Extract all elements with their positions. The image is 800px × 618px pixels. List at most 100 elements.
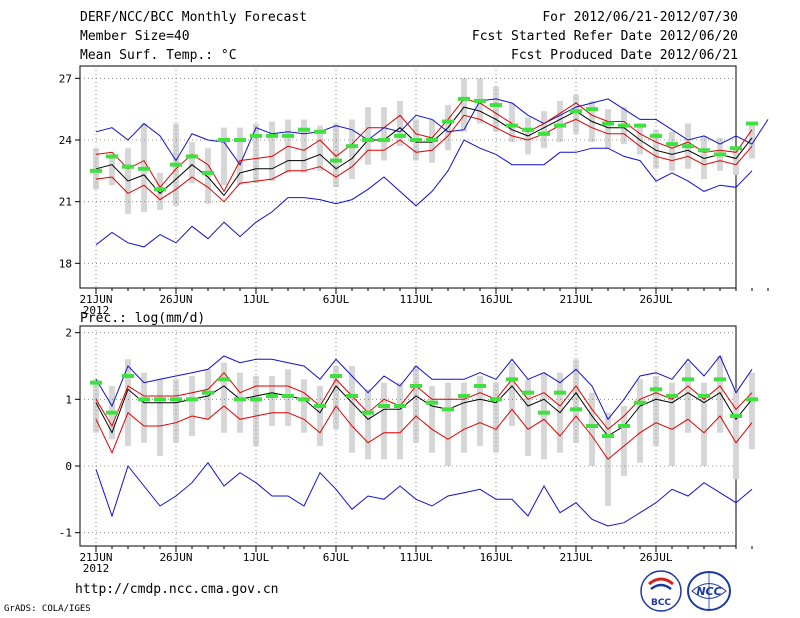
temp-spread-bar [557,100,563,143]
temp-x-tick-label: 26JUN [159,293,192,306]
source-url: http://cmdp.ncc.cma.gov.cn [75,582,279,597]
temp-spread-bar [653,129,659,169]
temp-series-upper [95,98,753,193]
temp-spread-bar [333,123,339,188]
prec-spread-bar [333,366,339,430]
temp-x-tick-label: 21JUN [79,293,112,306]
prec-control-marker [106,410,118,415]
prec-control-marker [618,424,630,428]
prec-control-marker [490,397,502,402]
prec-spread-bar [717,356,723,433]
ncc-logo-text: NCC [696,585,721,598]
temp-control-marker [474,98,486,103]
prec-y-tick-label: -1 [59,527,72,540]
temp-control-marker [746,121,758,126]
temp-control-marker [362,138,374,142]
prec-spread-bar [541,372,547,460]
temp-spread-bar [669,131,675,171]
temp-control-marker [122,164,134,169]
prec-x-tick-label: 1JUL [243,551,270,564]
temp-control-marker [426,138,438,142]
temp-control-marker [170,162,182,167]
temp-x-tick-label: 6JUL [323,293,350,306]
prec-control-marker [234,397,246,402]
prec-control-marker [314,404,326,408]
prec-spread-bar [749,372,755,450]
temp-control-marker [346,144,358,149]
prec-spread-bar [637,379,643,463]
prec-series-min [95,461,753,527]
temp-spread-bar [349,119,355,180]
temp-control-marker [394,133,406,138]
temp-control-marker [314,129,326,134]
temp-control-marker [266,133,278,138]
temp-spread-bar [605,109,611,149]
prec-control-marker [714,377,726,382]
temp-control-marker [218,138,230,142]
prec-control-marker [730,414,742,418]
temp-y-tick-label: 24 [59,134,73,147]
prec-spread-bar [221,362,227,433]
temp-control-marker [154,187,166,192]
prec-year-label: 2012 [83,562,110,575]
prec-spread-bar [685,362,691,433]
temp-control-marker [698,148,710,153]
prec-control-marker [154,397,166,402]
temp-control-marker [538,131,550,136]
temp-control-marker [618,123,630,128]
temp-control-marker [458,96,470,101]
prec-control-marker [378,404,390,408]
temp-spread-bar [733,148,739,175]
prec-control-marker [138,397,150,402]
variable-label: Mean Surf. Temp.: °C [80,48,237,63]
temp-control-marker [602,121,614,126]
temp-control-marker [186,154,198,159]
prec-control-marker [410,384,422,388]
prec-control-marker [602,434,614,438]
temp-y-tick-label: 21 [59,196,72,209]
temp-control-marker [666,142,678,147]
prec-y-tick-label: 2 [65,327,72,340]
prec-control-marker [586,424,598,428]
prec-control-marker [746,397,758,402]
temp-spread-bar [269,121,275,182]
temp-series-lower [95,114,753,203]
prec-spread-bar [445,382,451,466]
prec-control-marker [682,377,694,382]
prec-x-tick-label: 26JUN [159,551,192,564]
prec-control-marker [650,387,662,392]
grads-credit: GrADS: COLA/IGES [4,604,91,614]
temp-control-marker [138,166,150,171]
forecast-started-label: Fcst Started Refer Date 2012/06/20 [471,29,738,44]
prec-control-marker [506,377,518,382]
temp-control-marker [634,123,646,128]
prec-control-marker [186,397,198,402]
temp-spread-bar [301,119,307,173]
prec-spread-bar [141,372,147,443]
temp-x-tick-label: 21JUL [559,293,592,306]
prec-series-max [95,355,753,421]
prec-spread-bar [733,389,739,480]
prec-control-marker [250,397,262,402]
forecast-produced-label: Fcst Produced Date 2012/06/21 [511,48,738,63]
precipitation-panel: -1 0 1 2 21JUN 26JUN 1JUL 6JUL 11JUL 16JUL 21JUL 26… [59,325,758,575]
prec-spread-bar [157,379,163,456]
temp-spread-bar [253,123,259,184]
temp-control-marker [650,133,662,138]
prec-control-marker [330,374,342,378]
temp-control-marker [506,123,518,128]
prec-spread-bar [365,389,371,460]
chart-title: DERF/NCC/BCC Monthly Forecast [80,10,307,25]
prec-spread-bar [189,376,195,436]
temp-control-marker [586,107,598,112]
prec-spread-bar [509,362,515,426]
prec-spread-bar [573,359,579,443]
prec-control-marker [442,407,454,412]
temp-control-marker [298,127,310,132]
temp-year-label: 2012 [83,304,110,317]
temp-spread-bar [701,135,707,180]
temp-control-marker [410,138,422,142]
ncc-logo: NCC [687,571,731,611]
prec-spread-bar [397,382,403,460]
bcc-logo-text: BCC [651,598,671,608]
